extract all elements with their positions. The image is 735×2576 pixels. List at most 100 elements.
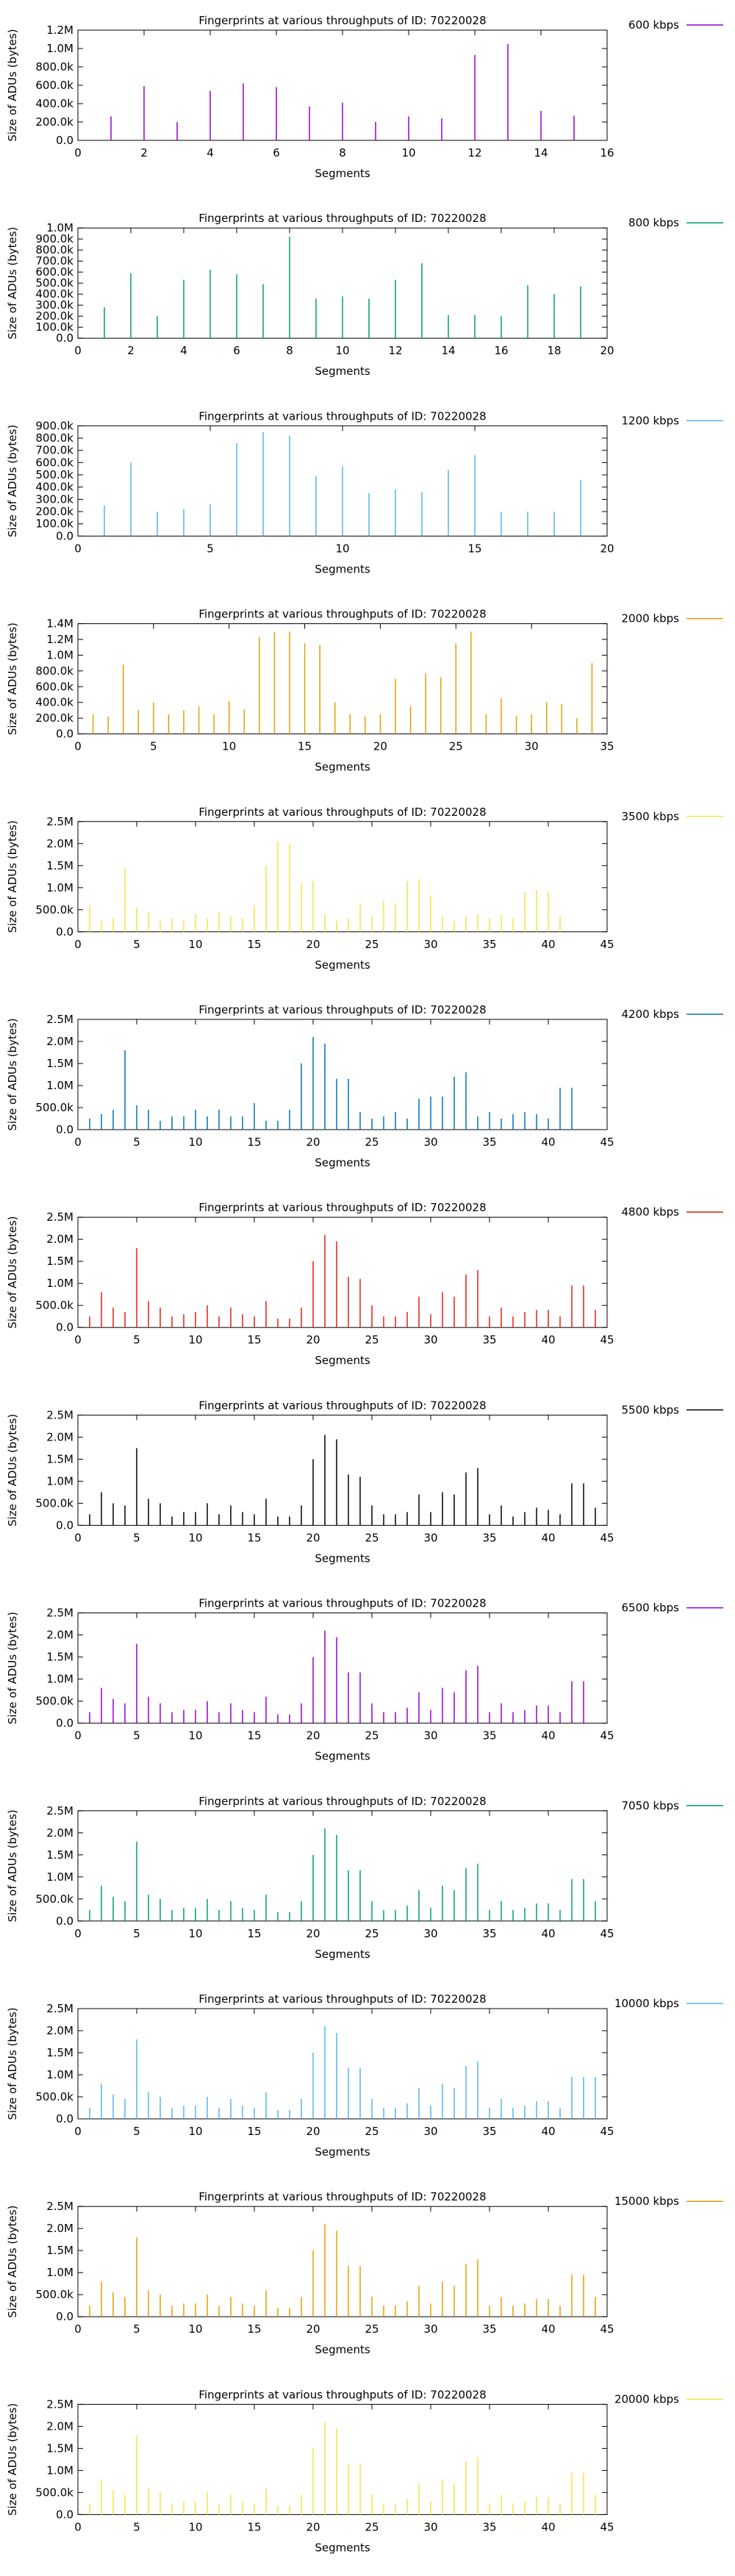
x-tick-label: 25 (449, 740, 463, 753)
chart-panel: Fingerprints at various throughputs of I… (6, 212, 723, 378)
y-tick-label: 800.0k (35, 60, 74, 73)
x-tick-label: 0 (74, 1927, 82, 1940)
legend-label: 20000 kbps (614, 2392, 679, 2405)
legend-label: 15000 kbps (614, 2195, 679, 2208)
x-tick-label: 25 (365, 1333, 379, 1346)
y-axis-label: Size of ADUs (bytes) (6, 1809, 19, 1922)
x-tick-label: 25 (365, 2322, 379, 2336)
x-tick-label: 15 (247, 938, 261, 951)
y-tick-label: 1.2M (46, 633, 74, 646)
x-tick-label: 10 (335, 344, 349, 357)
x-tick-label: 25 (365, 2125, 379, 2138)
x-tick-label: 40 (541, 1333, 555, 1346)
x-tick-label: 5 (133, 1333, 140, 1346)
y-tick-label: 700.0k (35, 254, 74, 268)
x-tick-label: 15 (247, 1927, 261, 1940)
legend-label: 1200 kbps (622, 414, 680, 427)
y-tick-label: 900.0k (35, 419, 74, 432)
chart-panel: Fingerprints at various throughputs of I… (6, 1597, 723, 1763)
y-axis-label: Size of ADUs (bytes) (6, 227, 19, 340)
y-tick-label: 600.0k (35, 265, 74, 279)
chart-title: Fingerprints at various throughputs of I… (198, 1795, 486, 1808)
x-tick-label: 35 (600, 740, 614, 753)
x-tick-label: 45 (600, 1135, 614, 1149)
x-tick-label: 35 (482, 1333, 496, 1346)
chart-panel: Fingerprints at various throughputs of I… (6, 2190, 723, 2356)
x-tick-label: 30 (423, 1135, 437, 1149)
x-axis-label: Segments (315, 1551, 370, 1565)
y-tick-label: 1.5M (46, 1057, 74, 1070)
x-tick-label: 30 (423, 1729, 437, 1743)
x-tick-label: 40 (541, 1927, 555, 1940)
x-tick-label: 15 (467, 542, 481, 555)
x-tick-label: 40 (541, 2125, 555, 2138)
x-tick-label: 12 (467, 146, 481, 159)
x-tick-label: 25 (365, 2520, 379, 2533)
plot-frame (77, 2403, 608, 2515)
y-tick-label: 800.0k (35, 243, 74, 256)
y-axis-label: Size of ADUs (bytes) (6, 29, 19, 141)
x-axis-label: Segments (315, 761, 370, 774)
chart-panel: Fingerprints at various throughputs of I… (6, 1003, 723, 1169)
x-tick-label: 15 (247, 2520, 261, 2533)
plot-frame (77, 821, 608, 933)
x-tick-label: 4 (180, 344, 187, 357)
x-tick-label: 2 (140, 146, 148, 159)
y-tick-label: 600.0k (35, 680, 74, 693)
x-tick-label: 0 (74, 1531, 82, 1544)
x-tick-label: 0 (74, 1729, 82, 1743)
y-tick-label: 300.0k (35, 298, 74, 312)
y-tick-label: 1.5M (46, 859, 74, 872)
y-tick-label: 1.5M (46, 1452, 74, 1465)
x-tick-label: 0 (74, 2520, 82, 2533)
y-tick-label: 100.0k (35, 320, 74, 334)
x-tick-label: 45 (600, 1531, 614, 1544)
x-tick-label: 0 (74, 542, 82, 555)
chart-title: Fingerprints at various throughputs of I… (198, 2388, 486, 2401)
x-tick-label: 4 (207, 146, 214, 159)
x-tick-label: 10 (188, 2520, 202, 2533)
y-tick-label: 0.0 (56, 1321, 74, 1334)
y-axis-label: Size of ADUs (bytes) (6, 1018, 19, 1130)
legend-label: 6500 kbps (622, 1601, 680, 1615)
x-tick-label: 15 (247, 2322, 261, 2336)
legend-label: 5500 kbps (622, 1403, 680, 1416)
y-tick-label: 800.0k (35, 664, 74, 678)
x-tick-label: 40 (541, 938, 555, 951)
x-axis-label: Segments (315, 562, 370, 575)
x-tick-label: 16 (600, 146, 614, 159)
y-tick-label: 2.5M (46, 815, 74, 828)
y-axis-label: Size of ADUs (bytes) (6, 623, 19, 735)
y-tick-label: 2.5M (46, 1210, 74, 1224)
chart-title: Fingerprints at various throughputs of I… (198, 212, 486, 225)
x-tick-label: 10 (188, 1135, 202, 1149)
y-tick-label: 500.0k (35, 1695, 74, 1708)
x-tick-label: 45 (600, 938, 614, 951)
chart-panel: Fingerprints at various throughputs of I… (6, 2388, 723, 2554)
plot-frame (77, 1414, 608, 1526)
x-axis-label: Segments (315, 1948, 370, 1961)
y-tick-label: 400.0k (35, 481, 74, 494)
y-tick-label: 500.0k (35, 2288, 74, 2301)
chart-panel: Fingerprints at various throughputs of I… (6, 409, 723, 575)
x-tick-label: 30 (423, 2520, 437, 2533)
y-tick-label: 0.0 (56, 331, 74, 345)
x-tick-label: 35 (482, 1927, 496, 1940)
plot-frame (77, 1216, 608, 1328)
x-tick-label: 45 (600, 2125, 614, 2138)
x-tick-label: 45 (600, 1729, 614, 1743)
x-tick-label: 20 (306, 1927, 320, 1940)
x-tick-label: 5 (133, 1531, 140, 1544)
y-tick-label: 500.0k (35, 468, 74, 481)
x-tick-label: 30 (423, 1333, 437, 1346)
x-tick-label: 20 (306, 1729, 320, 1743)
chart-title: Fingerprints at various throughputs of I… (198, 1201, 486, 1214)
legend-label: 800 kbps (628, 216, 679, 229)
chart-panel: Fingerprints at various throughputs of I… (6, 1201, 723, 1367)
y-tick-label: 1.0M (46, 1079, 74, 1092)
chart-title: Fingerprints at various throughputs of I… (198, 1003, 486, 1016)
x-tick-label: 0 (74, 2125, 82, 2138)
y-tick-label: 1.5M (46, 2046, 74, 2059)
legend-label: 4800 kbps (622, 1205, 680, 1219)
